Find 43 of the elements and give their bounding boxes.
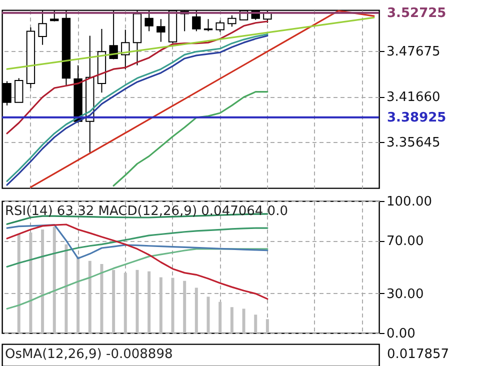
candlestick (156, 18, 166, 42)
bar (206, 296, 210, 333)
text: OsMA(12,26,9) -0.008898 (5, 347, 173, 362)
bar (136, 270, 139, 333)
y-tick-label: 30.00 (386, 286, 424, 302)
bar (112, 270, 116, 333)
bar (254, 314, 258, 333)
bar (183, 280, 186, 333)
candlestick (14, 78, 24, 103)
bar (17, 234, 20, 333)
line-series (6, 224, 268, 260)
y-tick-label: 3.35645 (386, 136, 440, 151)
bar (29, 232, 32, 333)
bar (230, 307, 234, 333)
candlestick (216, 20, 224, 32)
bar (100, 264, 104, 333)
bar (242, 308, 246, 333)
y-tick-label: 3.47675 (386, 44, 440, 60)
bar (124, 272, 127, 333)
bar (194, 288, 198, 333)
line-series (6, 248, 268, 310)
ref-line-label: 3.52725 (387, 6, 446, 21)
line-series (6, 20, 268, 134)
bar (76, 256, 80, 333)
bar (159, 277, 162, 333)
text: 0.017857 (387, 347, 450, 362)
y-tick-label: 3.41660 (386, 90, 440, 106)
bar (218, 302, 222, 333)
bar (41, 230, 44, 333)
line-series (6, 227, 268, 268)
y-tick-label: 0.00 (386, 326, 416, 342)
bar (266, 319, 269, 333)
y-tick-label: 70.00 (386, 234, 424, 250)
line-series (112, 91, 268, 187)
bar (52, 226, 56, 333)
bar (88, 260, 92, 333)
ref-line-label: 3.38925 (387, 110, 446, 126)
bar (64, 244, 68, 333)
candlestick (228, 14, 236, 28)
bar (171, 278, 174, 333)
line-series (6, 224, 268, 300)
y-tick-label: 100.00 (386, 194, 432, 210)
bar (148, 271, 151, 333)
